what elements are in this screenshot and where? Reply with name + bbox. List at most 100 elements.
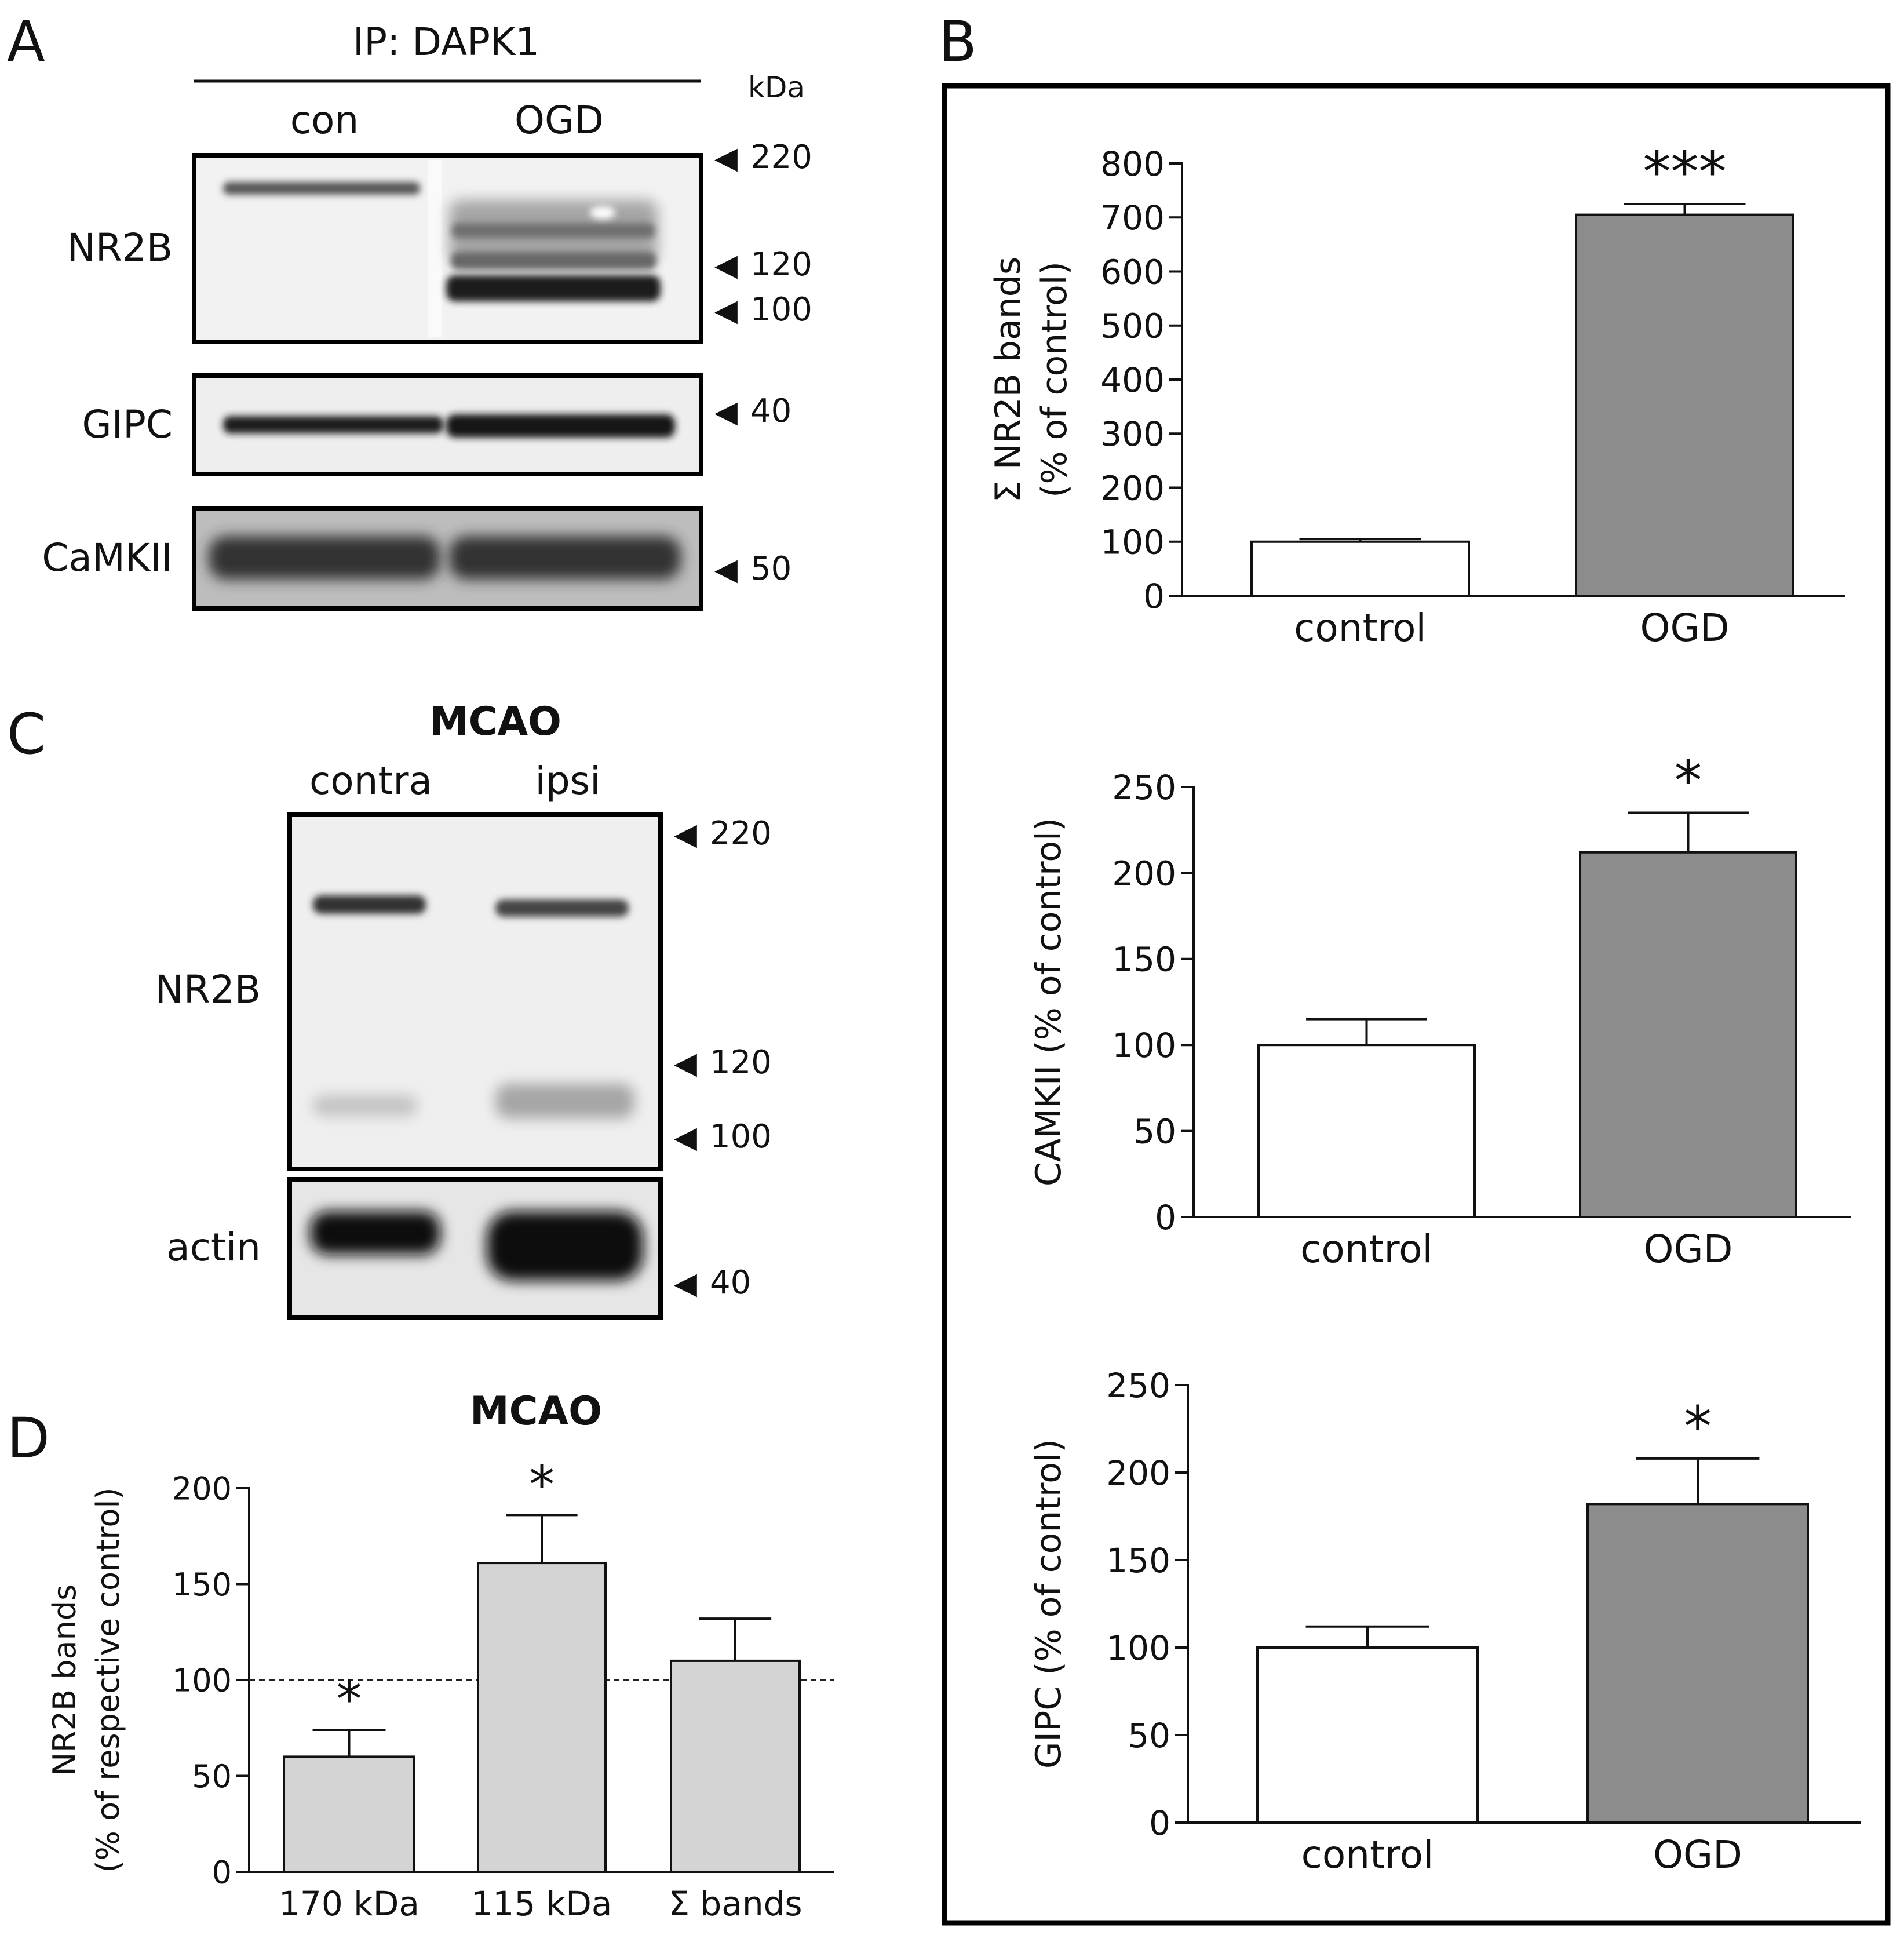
band-actin-contra	[310, 1211, 440, 1255]
band-camkii-con	[209, 536, 440, 580]
chart-d-title: MCAO	[470, 1389, 602, 1434]
marker-c-40: 40	[710, 1264, 751, 1302]
y-axis-label: (% of respective control)	[90, 1487, 126, 1872]
row-label-gipc: GIPC	[82, 402, 173, 447]
band-mcao-ipsi-170	[495, 899, 629, 917]
y-tick-label: 300	[1100, 414, 1165, 454]
x-tick-label: OGD	[1640, 606, 1730, 650]
y-tick-label: 200	[172, 1470, 232, 1507]
y-tick-label: 700	[1100, 198, 1165, 238]
marker-50: 50	[750, 550, 791, 588]
y-tick-label: 0	[212, 1854, 232, 1890]
marker-c-220: 220	[710, 815, 772, 852]
y-tick-label: 150	[1106, 1541, 1170, 1580]
marker-c-arrow-220: ◀	[674, 817, 697, 852]
panel-b-frame	[942, 83, 1891, 1926]
bar-control	[1256, 1646, 1479, 1824]
significance-marker: *	[337, 1670, 362, 1729]
significance-marker: *	[529, 1455, 555, 1514]
bar-ogd	[1579, 851, 1797, 1219]
y-tick-label: 0	[1155, 1198, 1176, 1237]
y-tick-label: 50	[1128, 1716, 1170, 1755]
x-tick-label: control	[1301, 1832, 1434, 1877]
bar--bands	[670, 1659, 801, 1873]
chart-d-mcao: MCAO 0 50 100 150 200 NR2B bands (% of respect…	[46, 1389, 834, 1923]
marker-c-arrow-40: ◀	[674, 1266, 697, 1301]
chart-b1-nr2b: 0 100 200 300 400 500 600 700 800 Σ NR2B bands (% …	[988, 140, 1845, 650]
marker-c-arrow-120: ◀	[674, 1046, 697, 1081]
marker-c-arrow-100: ◀	[674, 1120, 697, 1155]
y-tick-label: 400	[1100, 360, 1165, 400]
chart-b2-camkii: 0 50 100 150 200 250 CAMKII (% of control) cont…	[1028, 749, 1851, 1271]
y-tick-label: 0	[1143, 577, 1165, 616]
panel-c-title: MCAO	[429, 699, 561, 745]
significance-marker: ***	[1643, 140, 1727, 205]
panel-c: MCAO contra ipsi NR2B ◀ 220 ◀ 120 ◀ 100 …	[155, 699, 772, 1320]
marker-arrow-120: ◀	[714, 248, 738, 283]
significance-marker: *	[1684, 1394, 1712, 1459]
marker-100: 100	[750, 291, 812, 329]
bar-control	[1257, 1044, 1476, 1218]
y-tick-label: 100	[1112, 1026, 1176, 1065]
y-axis-label: NR2B bands	[46, 1584, 83, 1776]
blot-highlight	[590, 206, 615, 219]
y-axis-label: CAMKII (% of control)	[1028, 818, 1069, 1186]
panel-letter-c: C	[7, 702, 46, 767]
row-label-actin: actin	[166, 1225, 261, 1270]
band-camkii-ogd	[449, 536, 681, 580]
marker-c-100: 100	[710, 1118, 772, 1156]
lane-label-ipsi: ipsi	[535, 759, 601, 803]
y-axis-label: (% of control)	[1034, 261, 1075, 498]
marker-arrow-40: ◀	[714, 395, 738, 429]
y-tick-label: 0	[1149, 1803, 1170, 1843]
panel-a: IP: DAPK1 kDa con OGD NR2B ◀ 220 ◀ 120 ◀…	[42, 20, 812, 611]
y-tick-label: 100	[172, 1662, 232, 1699]
band-actin-ipsi	[487, 1211, 643, 1281]
band-gipc-con	[223, 416, 443, 433]
marker-120: 120	[750, 246, 812, 283]
x-tick-label: control	[1294, 606, 1427, 650]
band-mcao-contra-115	[313, 1095, 417, 1116]
y-tick-label: 800	[1100, 144, 1165, 184]
y-tick-label: 200	[1106, 1453, 1170, 1493]
y-tick-label: 200	[1112, 854, 1176, 893]
marker-arrow-100: ◀	[714, 293, 738, 328]
band-gipc-ogd	[446, 414, 675, 438]
x-tick-label: OGD	[1644, 1227, 1733, 1271]
lane-label-ogd: OGD	[515, 98, 604, 143]
panel-letter-b: B	[939, 9, 977, 74]
lane-label-con: con	[290, 98, 359, 143]
y-tick-label: 50	[192, 1758, 232, 1795]
y-tick-label: 250	[1106, 1366, 1170, 1405]
x-tick-label: OGD	[1653, 1832, 1742, 1877]
lane-label-contra: contra	[309, 759, 432, 803]
band-nr2b-ogd-115	[446, 275, 661, 301]
row-label-mcao-nr2b: NR2B	[155, 967, 261, 1012]
x-tick-label: 115 kDa	[472, 1884, 612, 1923]
marker-arrow-50: ◀	[714, 552, 738, 587]
y-tick-label: 250	[1112, 768, 1176, 807]
bar-115-kda	[477, 1562, 607, 1874]
y-tick-label: 100	[1106, 1628, 1170, 1668]
kda-label: kDa	[748, 71, 805, 104]
marker-40: 40	[750, 392, 791, 430]
bar-170-kda	[283, 1755, 415, 1873]
row-label-camkii: CaMKII	[42, 535, 173, 580]
panel-letter-d: D	[7, 1406, 50, 1471]
y-tick-label: 150	[1112, 940, 1176, 979]
y-tick-label: 200	[1100, 468, 1165, 508]
row-label-nr2b: NR2B	[67, 225, 173, 270]
marker-220: 220	[750, 139, 812, 176]
blot-lane-divider	[428, 160, 442, 337]
chart-b3-gipc: 0 50 100 150 200 250 GIPC (% of control) contro…	[1028, 1366, 1861, 1877]
y-tick-label: 600	[1100, 252, 1165, 291]
significance-marker: *	[1675, 749, 1702, 814]
y-axis-label: Σ NR2B bands	[988, 257, 1028, 502]
y-tick-label: 150	[172, 1566, 232, 1603]
bar-ogd	[1586, 1503, 1809, 1824]
bar-ogd	[1575, 213, 1794, 597]
y-axis-label: GIPC (% of control)	[1028, 1439, 1069, 1769]
band-nr2b-ogd-130	[451, 252, 656, 269]
y-tick-label: 50	[1133, 1112, 1176, 1151]
y-tick-label: 500	[1100, 307, 1165, 346]
